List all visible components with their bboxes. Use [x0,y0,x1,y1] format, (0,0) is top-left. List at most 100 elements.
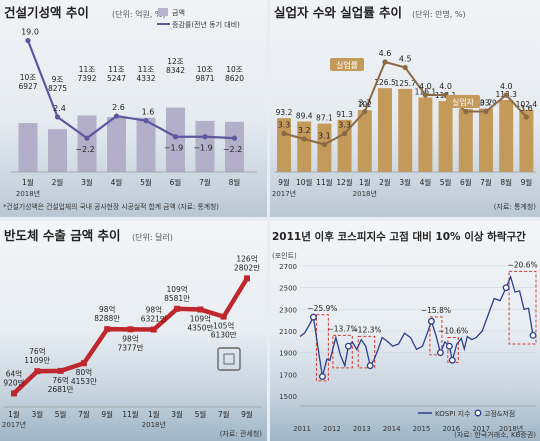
point-value-label: 109억 [166,285,187,294]
line-value-label: 2.4 [53,104,66,113]
line-point [321,141,327,148]
x-tick-label: 9월 [241,409,253,419]
kospi-line [299,274,534,377]
bar-value-label: 10조 [20,73,37,82]
line-point [104,326,111,333]
point-value-label: 4153만 [71,377,97,386]
semiconductor-chart-panel: 반도체 수출 금액 추이 (단위: 달러) 64억 920만 1월 76억 1109만 3월 7… [0,221,267,441]
semiconductor-chart: 반도체 수출 금액 추이 (단위: 달러)64억920만1월76억1109만3월7… [2,228,262,438]
point-value-label: 98억 [99,305,115,314]
drawdown-label: −12.3% [351,325,381,334]
point-value-label: 2802만 [234,263,260,272]
point-value-label: 8581만 [164,294,190,303]
bar [166,107,185,172]
bar [277,118,291,172]
line-point [231,135,238,141]
bar-value-label: 87.1 [316,114,333,123]
kospi-chart: 2011년 이후 코스피지수 고점 대비 10% 이상 하락구간 (포인트) 270… [272,230,538,439]
line-point [113,113,120,119]
drawdown-label: −25.9% [307,304,337,313]
line-point [220,313,227,320]
chart4-source: (자료: 한국거래소, KB증권) [454,430,536,439]
line-point [84,135,90,141]
x-tick-label: 11월 [122,409,139,419]
bar-value-label: 125.7 [394,79,416,88]
bar-value-label: 6927 [18,82,37,91]
point-value-label: 1109만 [24,356,50,365]
line-point [503,92,509,98]
x-tick-label: 2018년 [499,424,523,433]
bar [297,121,312,172]
x-tick-label: 2017 [472,425,490,433]
drawdown-box [315,314,329,382]
series-label: 실업자 [452,97,475,107]
peak-trough-marker [436,349,444,357]
y-tick-label: 1500 [279,393,297,401]
line-point [25,38,31,44]
point-value-label: 8288만 [94,314,120,323]
series-label-box [446,95,480,108]
legend-bar-label: 금액 [172,9,185,17]
line-point [362,108,368,115]
peak-trough-marker [448,356,456,364]
peak-trough-marker [529,331,537,339]
bar-value-label: 12조 [167,57,184,66]
x-tick-label: 5월 [195,409,207,419]
line-point [483,108,489,115]
x-tick-label: 3월 [31,409,43,419]
bar [18,123,38,172]
bar [458,108,473,172]
x-tick-label: 3월 [399,177,411,187]
bar [337,119,352,172]
chart4-title: 2011년 이후 코스피지수 고점 대비 10% 이상 하락구간 [272,230,526,243]
line-value-label: 3.1 [318,132,331,141]
x-tick-label: 1월 [359,177,371,187]
y-tick-label: 2500 [279,285,297,293]
y-tick-label: 1900 [279,350,297,358]
bar-value-label: 93.2 [276,108,293,117]
x-tick-label: 5월 [55,409,67,419]
series-label: 실업률 [336,60,358,70]
line-value-label: 3.6 [520,104,533,113]
year-label: 2017년 [272,189,296,198]
x-tick-label: 2014 [383,425,401,433]
line-value-label: 3.3 [278,121,291,130]
chart2-unit: (단위: 만명, %) [412,9,466,19]
legend-line-label: 증감률(전년 동기 대비) [172,20,240,29]
point-value-label: 920만 [3,378,24,387]
line-point [143,118,149,124]
point-value-label: 80억 [76,368,92,377]
line-value-label: 4.0 [500,82,513,91]
x-tick-label: 9월 [278,177,290,187]
bar-value-label: 9조 [52,75,64,84]
x-tick-label: 5월 [140,177,152,187]
line-point [57,367,64,374]
bar-value-label: 7392 [77,74,96,83]
unemployment-chart: 실업자 수와 실업률 추이 (단위: 만명, %) 93.2 9월 89.4 10월 87.… [272,5,537,211]
line-point [402,64,408,71]
x-tick-label: 2011 [293,425,311,433]
chart1-source: *건설기성액은 건설업체의 국내 공사현장 시공실적 합계 금액 (자료: 통계… [3,202,219,211]
chart3-unit: (단위: 달러) [132,232,173,242]
line-point [80,360,87,367]
peak-trough-marker [427,317,435,325]
bar-value-label: 8620 [225,74,244,83]
chart4-unit: (포인트) [272,251,297,260]
bar [77,115,97,172]
x-tick-label: 10월 [296,177,313,187]
line-value-label: 4.6 [379,49,392,58]
year-label: 2018년 [353,189,377,198]
line-value-label: 19.0 [21,28,39,37]
drawdown-box [357,335,376,369]
line-value-label: −1.9 [164,144,183,153]
line-point [11,390,17,397]
legend-bar-swatch [158,8,168,16]
line-value-label: 4.0 [439,82,452,91]
bar [48,129,67,172]
x-tick-label: 6월 [460,177,472,187]
point-value-label: 76억 [29,347,45,356]
x-tick-label: 3월 [81,177,93,187]
bar [357,110,372,172]
kospi-chart-panel: 2011년 이후 코스피지수 고점 대비 10% 이상 하락구간 (포인트) 270… [270,221,540,441]
line-point [127,326,134,333]
